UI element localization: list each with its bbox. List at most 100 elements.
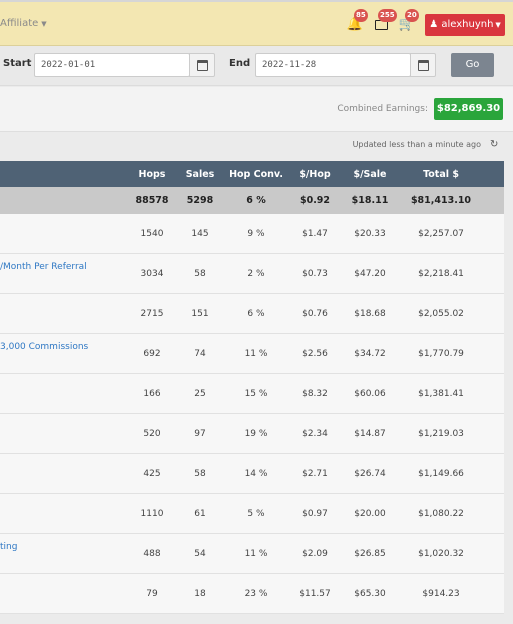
refresh-icon[interactable]: ↻ [490, 139, 499, 150]
cell-per-hop: $1.47 [302, 229, 328, 239]
end-date-input[interactable]: 2022-11-28 [255, 53, 411, 77]
table-row: ting 488 54 11 % $2.09 $26.85 $1,020.32 [0, 534, 504, 574]
cell-total: $1,770.79 [418, 349, 464, 359]
cell-total: $1,149.66 [418, 469, 464, 479]
header-sales[interactable]: Sales [185, 169, 215, 180]
cell-per-hop: $0.97 [302, 509, 328, 519]
cell-per-sale: $34.72 [354, 349, 386, 359]
cell-total: $2,257.07 [418, 229, 464, 239]
affiliate-menu[interactable]: Affiliate ▼ [0, 18, 47, 29]
cell-per-hop: $2.56 [302, 349, 328, 359]
cell-sales: 151 [191, 309, 209, 319]
earnings-panel: Combined Earnings: $82,869.30 [0, 87, 513, 132]
cell-conv: 5 % [247, 509, 265, 519]
cell-total: $1,381.41 [418, 389, 464, 399]
table-body: 1540 145 9 % $1.47 $20.33 $2,257.07/Month Per… [0, 214, 504, 614]
end-date-label: End [229, 58, 251, 69]
cart-badge: 20 [405, 9, 419, 22]
top-navbar: Affiliate ▼ 🔔 85 255 🛒 20 ♟ alexhuynh ▼ [0, 0, 513, 46]
cell-conv: 11 % [244, 549, 268, 559]
notifications-badge: 85 [354, 9, 368, 22]
totals-row: 88578 5298 6 % $0.92 $18.11 $81,413.10 [0, 187, 504, 214]
cell-per-sale: $60.06 [354, 389, 386, 399]
cell-per-sale: $26.74 [354, 469, 386, 479]
cell-conv: 14 % [244, 469, 268, 479]
cell-conv: 15 % [244, 389, 268, 399]
cell-sales: 18 [194, 589, 206, 599]
cell-hops: 425 [143, 469, 161, 479]
cell-per-sale: $65.30 [354, 589, 386, 599]
cell-per-hop: $0.76 [302, 309, 328, 319]
cell-per-sale: $14.87 [354, 429, 386, 439]
cell-per-sale: $47.20 [354, 269, 386, 279]
table-row: 1110 61 5 % $0.97 $20.00 $1,080.22 [0, 494, 504, 534]
total-per-sale: $18.11 [351, 195, 389, 206]
earnings-badge: 255 [378, 9, 397, 22]
table-row: 2715 151 6 % $0.76 $18.68 $2,055.02 [0, 294, 504, 334]
cell-hops: 166 [143, 389, 161, 399]
cart-button[interactable]: 🛒 20 [398, 9, 419, 34]
product-name-link[interactable]: ting [0, 542, 18, 552]
header-hops[interactable]: Hops [138, 169, 166, 180]
cell-sales: 58 [194, 469, 206, 479]
chevron-down-icon: ▼ [41, 20, 47, 28]
cell-hops: 1540 [140, 229, 164, 239]
combined-earnings-label: Combined Earnings: [337, 104, 428, 114]
cell-per-hop: $0.73 [302, 269, 328, 279]
cell-total: $2,218.41 [418, 269, 464, 279]
cell-conv: 11 % [244, 349, 268, 359]
affiliate-menu-label: Affiliate [0, 18, 39, 29]
start-date-calendar-button[interactable] [189, 53, 215, 77]
cell-sales: 25 [194, 389, 206, 399]
cell-per-sale: $26.85 [354, 549, 386, 559]
total-hops: 88578 [135, 195, 169, 206]
go-button[interactable]: Go [451, 53, 494, 77]
date-filter-bar: Start 2022-01-01 End 2022-11-28 Go [0, 46, 513, 86]
cell-sales: 97 [194, 429, 206, 439]
cell-total: $2,055.02 [418, 309, 464, 319]
cell-sales: 61 [194, 509, 206, 519]
total-conv: 6 % [246, 195, 266, 206]
cell-total: $1,219.03 [418, 429, 464, 439]
table-row: 3,000 Commissions 692 74 11 % $2.56 $34.72 $1,… [0, 334, 504, 374]
cell-per-hop: $2.09 [302, 549, 328, 559]
product-name-link[interactable]: 3,000 Commissions [0, 342, 89, 352]
earnings-button[interactable]: 255 [372, 9, 397, 34]
cell-sales: 54 [194, 549, 206, 559]
total-sales: 5298 [186, 195, 214, 206]
calendar-icon [197, 60, 208, 71]
table-row: 425 58 14 % $2.71 $26.74 $1,149.66 [0, 454, 504, 494]
cell-total: $1,020.32 [418, 549, 464, 559]
header-per-hop[interactable]: $/Hop [299, 169, 331, 180]
cell-sales: 74 [194, 349, 206, 359]
cell-hops: 2715 [140, 309, 164, 319]
cell-per-hop: $2.71 [302, 469, 328, 479]
calendar-icon [418, 60, 429, 71]
header-total[interactable]: Total $ [423, 169, 459, 180]
cell-sales: 58 [194, 269, 206, 279]
total-total: $81,413.10 [410, 195, 472, 206]
product-name-link[interactable]: /Month Per Referral [0, 262, 87, 272]
start-date-input[interactable]: 2022-01-01 [34, 53, 190, 77]
cell-per-hop: $11.57 [299, 589, 331, 599]
cell-per-hop: $2.34 [302, 429, 328, 439]
end-date-calendar-button[interactable] [410, 53, 436, 77]
notifications-button[interactable]: 🔔 85 [346, 9, 368, 34]
cell-hops: 3034 [140, 269, 164, 279]
cell-conv: 9 % [247, 229, 265, 239]
cell-hops: 692 [143, 349, 161, 359]
cell-per-sale: $20.00 [354, 509, 386, 519]
user-menu-button[interactable]: ♟ alexhuynh ▼ [425, 14, 505, 36]
combined-earnings-value: $82,869.30 [434, 98, 503, 120]
chevron-down-icon: ▼ [495, 21, 501, 29]
table-row: 1540 145 9 % $1.47 $20.33 $2,257.07 [0, 214, 504, 254]
cell-total: $1,080.22 [418, 509, 464, 519]
cell-hops: 520 [143, 429, 161, 439]
header-per-sale[interactable]: $/Sale [353, 169, 387, 180]
cell-hops: 79 [146, 589, 158, 599]
cell-conv: 19 % [244, 429, 268, 439]
cell-sales: 145 [191, 229, 209, 239]
cell-per-hop: $8.32 [302, 389, 328, 399]
header-hop-conv[interactable]: Hop Conv. [229, 169, 283, 180]
start-date-label: Start [3, 58, 32, 69]
